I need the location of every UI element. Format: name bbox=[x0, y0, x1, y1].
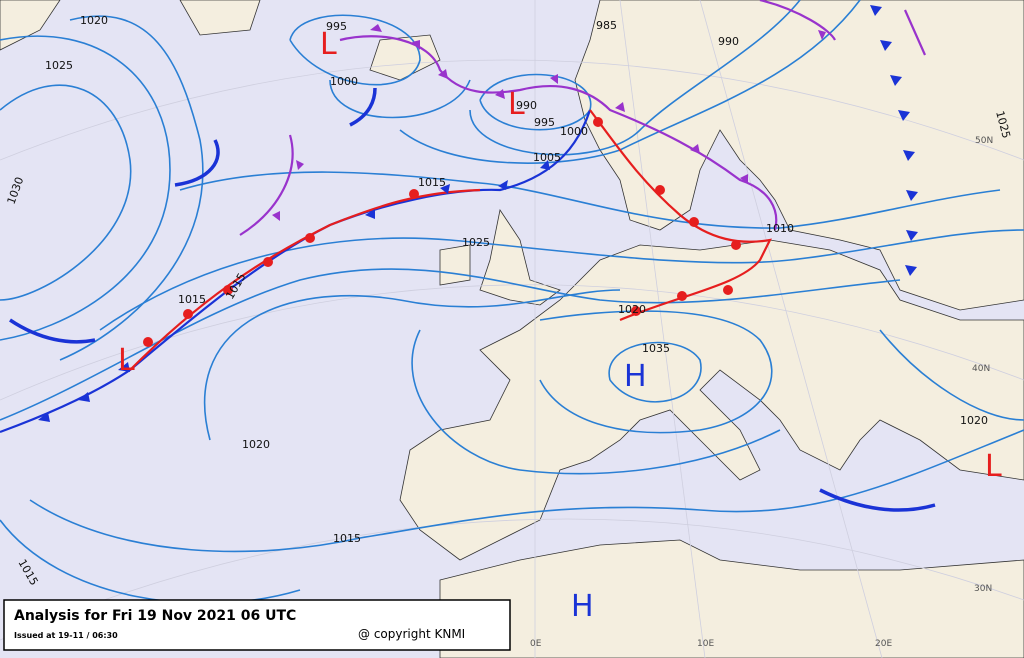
isobar-label: 1020 bbox=[960, 414, 988, 427]
map-title: Analysis for Fri 19 Nov 2021 06 UTC bbox=[14, 608, 296, 624]
issued-time: Issued at 19-11 / 06:30 bbox=[14, 631, 118, 640]
isobar-label: 1025 bbox=[462, 236, 490, 249]
isobar-label: 1015 bbox=[333, 532, 361, 545]
isobar-label: 1025 bbox=[45, 59, 73, 72]
pressure-center: L bbox=[985, 449, 1002, 484]
isobar-label: 1020 bbox=[242, 438, 270, 451]
graticule-label: 30N bbox=[974, 584, 992, 594]
isobar-label: 1020 bbox=[618, 303, 646, 316]
pressure-center: L bbox=[118, 343, 135, 378]
labels: 1020102510309951000985990102599099510001… bbox=[5, 14, 1013, 649]
pressure-center: L bbox=[508, 87, 525, 122]
isobar-label: 1000 bbox=[560, 125, 588, 138]
isobar-label: 1020 bbox=[80, 14, 108, 27]
graticule-label: 0E bbox=[530, 639, 542, 649]
graticule-label: 50N bbox=[975, 136, 993, 146]
isobar-label: 990 bbox=[516, 99, 537, 112]
isobar-label: 1015 bbox=[418, 176, 446, 189]
pressure-center: L bbox=[320, 27, 337, 62]
isobar-label: 1000 bbox=[330, 75, 358, 88]
isobar-label: 995 bbox=[326, 20, 347, 33]
graticule-label: 10E bbox=[697, 639, 714, 649]
isobar-label: 990 bbox=[718, 35, 739, 48]
graticule-label: 20E bbox=[875, 639, 892, 649]
title-box-frame bbox=[3, 599, 511, 651]
copyright: @ copyright KNMI bbox=[358, 627, 465, 641]
isobar-label: 1005 bbox=[533, 151, 561, 164]
graticule-label: 40N bbox=[972, 364, 990, 374]
isobar-label: 995 bbox=[534, 116, 555, 129]
pressure-center: H bbox=[624, 359, 647, 394]
front-symbols bbox=[38, 5, 918, 422]
isobar-label: 1010 bbox=[766, 222, 794, 235]
isobar-label: 1015 bbox=[178, 293, 206, 306]
pressure-center: H bbox=[571, 589, 594, 624]
title-box: Analysis for Fri 19 Nov 2021 06 UTC Issu… bbox=[3, 599, 511, 651]
isobar-label: 985 bbox=[596, 19, 617, 32]
isobar-label: 1035 bbox=[642, 342, 670, 355]
